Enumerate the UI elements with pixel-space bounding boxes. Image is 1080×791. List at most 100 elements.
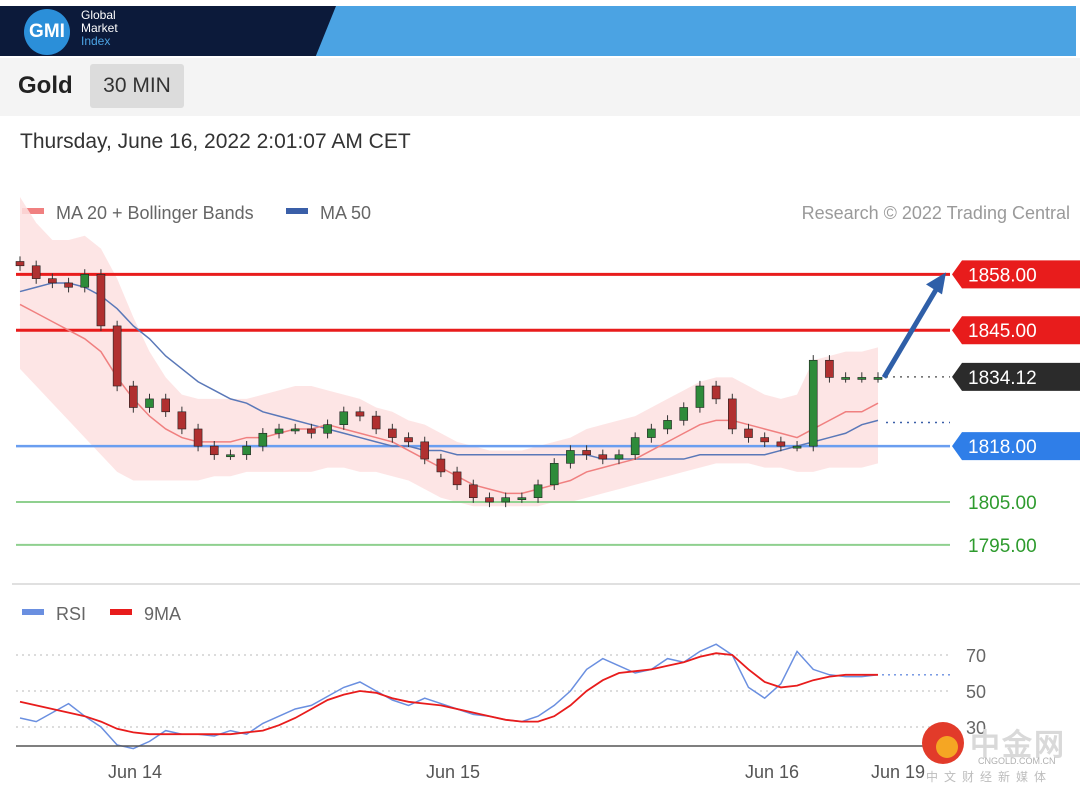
- candle-body: [242, 445, 251, 456]
- brand-line-2: Market: [81, 21, 118, 35]
- level-label: 1818.00: [968, 437, 1037, 458]
- candle-body: [501, 497, 510, 503]
- rsi-legend-label: RSI: [56, 604, 86, 624]
- candle-body: [80, 274, 90, 288]
- cngold-logo-icon: [922, 722, 964, 764]
- candle-body: [129, 385, 138, 408]
- candle-body: [436, 458, 446, 473]
- rsi-legend-swatch: [22, 609, 44, 615]
- candle-body: [420, 441, 430, 460]
- candle-body: [873, 377, 883, 380]
- candle-body: [468, 484, 478, 498]
- gmi-logo-icon[interactable]: GMI: [24, 9, 70, 55]
- candle-body: [744, 428, 753, 438]
- level-tag: [952, 362, 1080, 391]
- candle-body: [728, 398, 737, 430]
- candle-body: [760, 437, 769, 443]
- level-label: 1858.00: [968, 265, 1037, 286]
- rsi-tick-label: 70: [966, 646, 986, 666]
- candle-body: [112, 325, 122, 387]
- candle-body: [31, 265, 41, 279]
- rsi-tick-label: 50: [966, 682, 986, 702]
- legend-label: MA 20 + Bollinger Bands: [56, 203, 254, 223]
- x-tick-label: Jun 16: [745, 762, 799, 782]
- brand-header: GMI Global Market Index: [0, 0, 1080, 58]
- candle-body: [485, 497, 494, 503]
- cngold-watermark: 中金网 CNGOLD.COM.CN 中文财经新媒体: [918, 718, 1068, 788]
- candle-body: [711, 385, 721, 400]
- rsi-legend-label: 9MA: [144, 604, 181, 624]
- candle-body: [630, 437, 640, 456]
- candle-body: [307, 428, 316, 434]
- level-label: 1845.00: [968, 321, 1037, 342]
- candle-body: [841, 377, 850, 380]
- level-tag: [952, 316, 1080, 345]
- candle-body: [614, 454, 624, 460]
- candle-body: [48, 278, 57, 284]
- candles: [15, 256, 883, 508]
- candle-body: [226, 454, 235, 458]
- candle-body: [355, 411, 365, 417]
- candle-body: [452, 471, 462, 486]
- candle-body: [549, 463, 559, 486]
- candle-body: [193, 428, 203, 447]
- rsi-line: [19, 643, 879, 750]
- candle-body: [388, 428, 397, 438]
- x-tick-label: Jun 15: [426, 762, 480, 782]
- candle-body: [290, 428, 300, 432]
- candle-body: [323, 424, 332, 434]
- candle-body: [404, 437, 413, 443]
- candle-body: [161, 398, 170, 413]
- watermark-text: 中金网: [970, 729, 1066, 762]
- watermark-url: CNGOLD.COM.CN: [978, 756, 1056, 766]
- candle-body: [808, 359, 818, 447]
- candle-body: [825, 359, 834, 378]
- candle-body: [339, 411, 349, 425]
- rsi-tick-label: 30: [966, 718, 986, 738]
- candle-body: [96, 274, 106, 327]
- candle-body: [647, 428, 656, 438]
- legend-label: MA 50: [320, 203, 371, 223]
- candle-body: [566, 450, 575, 464]
- candle-body: [209, 445, 219, 456]
- candle-body: [663, 420, 672, 430]
- candle-body: [145, 398, 154, 408]
- timeframe-button[interactable]: 30 MIN: [90, 64, 184, 108]
- candle-body: [371, 415, 381, 430]
- chart-timestamp: Thursday, June 16, 2022 2:01:07 AM CET: [20, 130, 411, 153]
- rsi-legend-swatch: [110, 609, 132, 615]
- candle-body: [598, 454, 608, 460]
- candle-body: [776, 441, 786, 447]
- candle-body: [274, 428, 284, 434]
- level-tag: [952, 260, 1080, 289]
- level-label: 1834.12: [968, 368, 1037, 389]
- candle-body: [15, 261, 25, 267]
- rsi-ma9-line: [19, 652, 878, 736]
- candle-body: [517, 497, 527, 500]
- watermark-subtitle: 中文财经新媒体: [926, 770, 1053, 784]
- ma50-line: [19, 282, 879, 460]
- candle-body: [177, 411, 187, 430]
- level-label: 1805.00: [968, 493, 1037, 514]
- candle-body: [857, 377, 867, 380]
- chart-credit: Research © 2022 Trading Central: [802, 203, 1070, 223]
- candle-body: [792, 445, 802, 449]
- x-tick-label: Jun 14: [108, 762, 162, 782]
- legend-swatch: [22, 208, 44, 214]
- level-tag: [952, 432, 1080, 461]
- candle-body: [679, 407, 689, 421]
- candle-body: [258, 432, 268, 447]
- bollinger-band: [20, 197, 878, 507]
- x-tick-label: Jun 19: [871, 762, 925, 782]
- brand-line-1: Global: [81, 8, 116, 22]
- candle-body: [582, 450, 591, 456]
- instrument-symbol: Gold: [18, 72, 73, 99]
- legend-swatch: [286, 208, 308, 214]
- level-label: 1795.00: [968, 536, 1037, 557]
- forecast-arrow-shaft: [881, 285, 941, 379]
- candle-body: [64, 282, 73, 288]
- candle-body: [695, 385, 705, 408]
- brand-line-3: Index: [81, 34, 111, 48]
- forecast-arrow-head: [926, 272, 946, 295]
